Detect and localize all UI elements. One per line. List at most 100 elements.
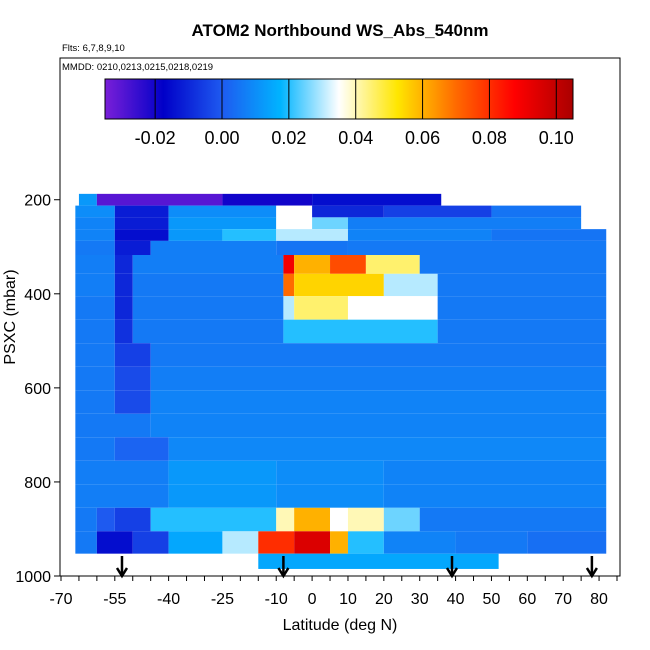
- x-tick-label: 40: [447, 591, 465, 608]
- heatmap-cell: [437, 296, 607, 320]
- heatmap-cell: [347, 507, 384, 532]
- heatmap-cell: [437, 273, 607, 297]
- heatmap-cell: [347, 240, 607, 255]
- heatmap-cell: [283, 319, 438, 344]
- heatmap-cell: [114, 205, 169, 218]
- heatmap-cell: [150, 343, 607, 367]
- heatmap-cell: [312, 217, 348, 230]
- heatmap-cell: [419, 507, 607, 532]
- arrow-head: [585, 567, 598, 579]
- heatmap-cell: [114, 507, 151, 532]
- heatmap-cell: [168, 460, 277, 485]
- heatmap-cell: [150, 390, 607, 414]
- heatmap-cell: [168, 531, 223, 554]
- heatmap-cell: [294, 531, 331, 554]
- heatmap-cell: [75, 343, 115, 367]
- heatmap-cell: [222, 229, 277, 241]
- heatmap-cell: [132, 296, 284, 320]
- heatmap-cell: [75, 273, 115, 297]
- heatmap-cell: [330, 531, 348, 554]
- arrow-head: [115, 567, 129, 579]
- heatmap-cell: [383, 273, 438, 297]
- y-tick-label: 600: [24, 381, 51, 398]
- colorbar-gradient: [104, 78, 574, 120]
- x-tick-label: 0: [308, 591, 317, 608]
- x-axis-label: Latitude (deg N): [283, 617, 398, 634]
- heatmap-cell: [114, 437, 169, 461]
- y-tick-label: 200: [24, 193, 51, 210]
- x-axis: -70 -55 -40 -25 -10 0 10 20 30 40 50 60 70 80: [49, 576, 618, 608]
- x-tick-label: -25: [211, 591, 234, 608]
- heatmap-cell: [283, 255, 295, 274]
- heatmap-cell: [437, 319, 607, 344]
- heatmap-cells: [75, 193, 607, 569]
- heatmap-cell: [132, 255, 284, 274]
- heatmap-cell: [75, 240, 115, 255]
- arrow-head: [445, 567, 459, 579]
- flights-note: Flts: 6,7,8,9,10: [62, 43, 125, 54]
- arrow-markers: [115, 556, 598, 579]
- colorbar-tick-label: 0.00: [204, 128, 239, 148]
- heatmap-cell: [294, 273, 384, 297]
- heatmap-cell: [347, 229, 492, 241]
- heatmap-cell: [75, 507, 97, 532]
- dates-note: MMDD: 0210,0213,0215,0218,0219: [62, 62, 213, 73]
- heatmap-cell: [75, 296, 115, 320]
- heatmap-cell: [491, 205, 582, 218]
- heatmap-cell: [168, 229, 223, 241]
- heatmap-cell: [276, 217, 313, 230]
- heatmap-cell: [114, 240, 151, 255]
- arrow-head: [277, 567, 290, 579]
- x-tick-label: 60: [518, 591, 536, 608]
- x-tick-label: -40: [157, 591, 180, 608]
- heatmap-cell: [75, 531, 97, 554]
- heatmap-cell: [276, 460, 384, 485]
- heatmap-cell: [150, 507, 277, 532]
- colorbar-tick-label: 0.02: [271, 128, 306, 148]
- heatmap-cell: [75, 217, 115, 230]
- heatmap-cell: [168, 437, 607, 461]
- x-tick-label: 70: [554, 591, 572, 608]
- chart-title: ATOM2 Northbound WS_Abs_540nm: [192, 21, 489, 40]
- heatmap-cell: [78, 193, 97, 206]
- x-tick-label: 10: [339, 591, 357, 608]
- heatmap-cell: [347, 531, 384, 554]
- heatmap-cell: [258, 531, 295, 554]
- heatmap-cell: [294, 296, 348, 320]
- heatmap-cell: [491, 229, 607, 241]
- heatmap-cell: [96, 531, 133, 554]
- heatmap-cell: [114, 229, 169, 241]
- heatmap-cell: [168, 484, 277, 508]
- heatmap-cell: [75, 205, 115, 218]
- heatmap-cell: [150, 413, 607, 438]
- colorbar-tick-label: 0.08: [472, 128, 507, 148]
- colorbar: -0.02 0.00 0.02 0.04 0.06 0.08 0.10: [104, 78, 574, 148]
- heatmap-cell: [75, 437, 115, 461]
- x-tick-label: 50: [483, 591, 501, 608]
- heatmap-cell: [527, 531, 607, 554]
- heatmap-cell: [75, 229, 115, 241]
- heatmap-cell: [347, 217, 582, 230]
- heatmap-cell: [312, 205, 384, 218]
- heatmap-cell: [168, 217, 277, 230]
- heatmap-cell: [75, 413, 151, 438]
- heatmap-cell: [383, 205, 492, 218]
- heatmap-cell: [383, 460, 607, 485]
- x-tick-label: 20: [375, 591, 393, 608]
- heatmap-cell: [132, 273, 284, 297]
- heatmap-cell: [276, 229, 348, 241]
- plot-frame: [59, 57, 621, 577]
- heatmap-cell: [365, 255, 420, 274]
- heatmap-cell: [114, 273, 133, 297]
- heatmap-cell: [114, 319, 133, 344]
- heatmap-cell: [383, 484, 607, 508]
- heatmap-cell: [114, 296, 133, 320]
- colorbar-tick-label: -0.02: [135, 128, 176, 148]
- heatmap-cell: [150, 240, 277, 255]
- colorbar-tick-label: 0.06: [405, 128, 440, 148]
- heatmap-cell: [96, 507, 115, 532]
- y-tick-label: 800: [24, 475, 51, 492]
- colorbar-tick-label: 0.04: [338, 128, 373, 148]
- heatmap-cell: [258, 553, 499, 569]
- heatmap-cell: [75, 319, 115, 344]
